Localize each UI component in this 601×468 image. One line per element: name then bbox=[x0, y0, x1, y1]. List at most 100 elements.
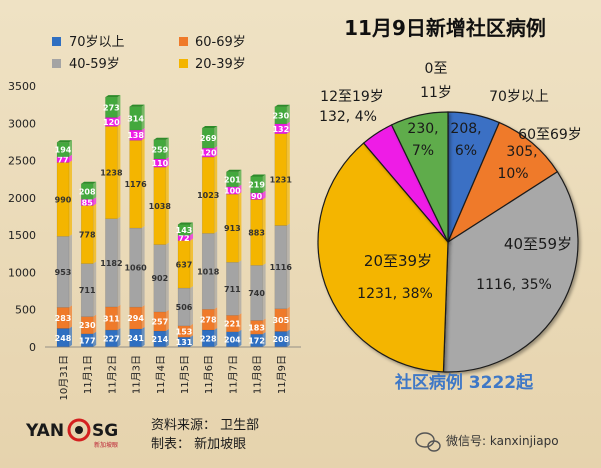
y-tick-label: 1500 bbox=[8, 229, 36, 242]
source-line-2: 制表： 新加坡眼 bbox=[151, 436, 246, 452]
bar-data-label: 1231 bbox=[270, 176, 293, 185]
bar-data-label: 201 bbox=[224, 175, 241, 184]
bar-data-label: 77 bbox=[57, 156, 68, 165]
bar-segment-side bbox=[141, 128, 145, 141]
bar-segment-group: 172 bbox=[248, 332, 266, 348]
legend-swatch-70plus bbox=[52, 37, 61, 46]
bar-segment-group: 1231 bbox=[270, 131, 293, 226]
bar-segment-group: 311 bbox=[103, 304, 121, 331]
bar-segment-group: 230 bbox=[79, 314, 97, 335]
legend-label-60-69: 60-69岁 bbox=[195, 35, 246, 50]
bar-segment-side bbox=[69, 140, 72, 157]
bar-segment-group: 177 bbox=[79, 331, 97, 348]
pie-slice bbox=[390, 111, 449, 243]
bar-segment-group: 72 bbox=[177, 233, 193, 243]
bar-data-label: 219 bbox=[248, 181, 265, 190]
bar-top-cap bbox=[129, 104, 145, 107]
bar-data-label: 153 bbox=[176, 328, 193, 337]
bar-segment-side bbox=[190, 238, 193, 289]
bar-data-label: 259 bbox=[151, 145, 168, 154]
bar-segment-side bbox=[69, 305, 72, 329]
bar-segment-side bbox=[286, 131, 290, 226]
bar-segment-group: 230 bbox=[272, 104, 290, 125]
bar-segment-side bbox=[214, 155, 218, 234]
wechat-watermark: 微信号: kanxinjiapo bbox=[415, 432, 559, 452]
bar-data-label: 227 bbox=[103, 335, 120, 344]
bar-data-label: 1023 bbox=[197, 191, 219, 200]
bar-segment-group: 214 bbox=[151, 329, 169, 348]
bar-segment-side bbox=[190, 323, 193, 338]
bar-top-cap bbox=[105, 95, 121, 98]
bar-segment-group: 883 bbox=[248, 197, 266, 266]
pie-category-label-60-69: 60至69岁 bbox=[518, 127, 582, 143]
bar-data-label: 110 bbox=[151, 159, 168, 168]
bar-segment-group: 294 bbox=[127, 305, 145, 330]
bar-segment-side bbox=[93, 181, 97, 200]
bar-data-label: 311 bbox=[103, 314, 120, 323]
bar-data-label: 711 bbox=[79, 286, 96, 295]
legend-swatch-20-39 bbox=[179, 59, 188, 68]
pie-chart bbox=[317, 111, 579, 373]
bar-segment-side bbox=[117, 95, 121, 118]
yansg-logo: YAN SG 新加坡眼 bbox=[25, 418, 118, 449]
bar-top-cap bbox=[81, 181, 97, 184]
bar-segment-side bbox=[286, 104, 290, 124]
bar-segment-side bbox=[238, 184, 242, 195]
bar-segment-side bbox=[165, 309, 169, 332]
bar-data-label: 294 bbox=[127, 314, 144, 323]
stacked-bar-chart: 0 500 1000 1500 2000 2500 3000 3500 248 283 953 990… bbox=[8, 80, 301, 400]
bar-segment-group: 227 bbox=[103, 328, 121, 348]
bar-segment-group: 283 bbox=[55, 305, 72, 329]
source-line-1: 资料来源： 卫生部 bbox=[151, 418, 259, 433]
bar-segment-side bbox=[214, 231, 218, 310]
bar-data-label: 269 bbox=[200, 134, 217, 143]
bar-data-label: 778 bbox=[79, 231, 96, 240]
y-tick-label: 500 bbox=[15, 304, 36, 317]
y-tick-label: 2500 bbox=[8, 155, 36, 168]
x-tick-label: 11月7日 bbox=[227, 355, 239, 394]
bar-data-label: 221 bbox=[224, 320, 241, 329]
bar-segment-side bbox=[141, 305, 145, 330]
bar-data-label: 100 bbox=[224, 186, 241, 195]
bar-segment-group: 201 bbox=[224, 169, 242, 187]
pie-category-label-40-59: 40至59岁 bbox=[504, 235, 572, 253]
bar-segment-side bbox=[262, 263, 266, 321]
bar-segment-side bbox=[165, 165, 169, 245]
bar-segment-group: 1238 bbox=[100, 124, 123, 219]
bar-segment-side bbox=[214, 146, 218, 158]
bar-segment-group: 506 bbox=[176, 286, 193, 327]
legend-label-20-39: 20-39岁 bbox=[195, 57, 246, 72]
bar-data-label: 953 bbox=[55, 268, 72, 277]
bar-segment-group: 913 bbox=[224, 192, 242, 263]
pie-slice bbox=[317, 142, 449, 373]
bar-segment-group: 269 bbox=[200, 126, 218, 149]
bar-segment-side bbox=[69, 154, 72, 163]
bar-data-label: 990 bbox=[55, 195, 72, 204]
bar-data-label: 132 bbox=[272, 125, 289, 134]
bar-segment bbox=[105, 306, 118, 331]
bar-data-label: 120 bbox=[200, 149, 217, 158]
wechat-icon-small bbox=[427, 440, 441, 452]
bar-segment-group: 194 bbox=[55, 140, 72, 158]
pie-value-label-70plus-b: 6% bbox=[455, 143, 477, 159]
pie-category-label-0-11-line2: 11岁 bbox=[420, 85, 452, 101]
bar-segment-side bbox=[165, 329, 169, 347]
bar-segment-group: 273 bbox=[103, 95, 121, 118]
bar-segment-side bbox=[141, 226, 145, 308]
pie-labels: 0至 11岁 70岁以上 60至69岁 40至59岁 12至19岁 20至39岁… bbox=[319, 61, 582, 302]
bar-data-label: 902 bbox=[151, 274, 168, 283]
bar-segment-group: 219 bbox=[248, 174, 266, 194]
legend-swatch-40-59 bbox=[52, 59, 61, 68]
bar-data-label: 1182 bbox=[100, 259, 122, 268]
x-tick-label: 10月31日 bbox=[58, 355, 70, 400]
bar-segment-side bbox=[69, 234, 72, 308]
bar-segment-side bbox=[286, 223, 290, 309]
bar-segment-side bbox=[262, 318, 266, 335]
bar-data-label: 208 bbox=[272, 335, 289, 344]
bar-data-label: 883 bbox=[248, 228, 265, 237]
y-tick-label: 1000 bbox=[8, 266, 36, 279]
bar-data-label: 138 bbox=[127, 131, 144, 140]
pie-category-label-70plus: 70岁以上 bbox=[489, 89, 549, 105]
logo-ring-icon bbox=[67, 418, 91, 442]
bar-segment-side bbox=[117, 115, 121, 127]
